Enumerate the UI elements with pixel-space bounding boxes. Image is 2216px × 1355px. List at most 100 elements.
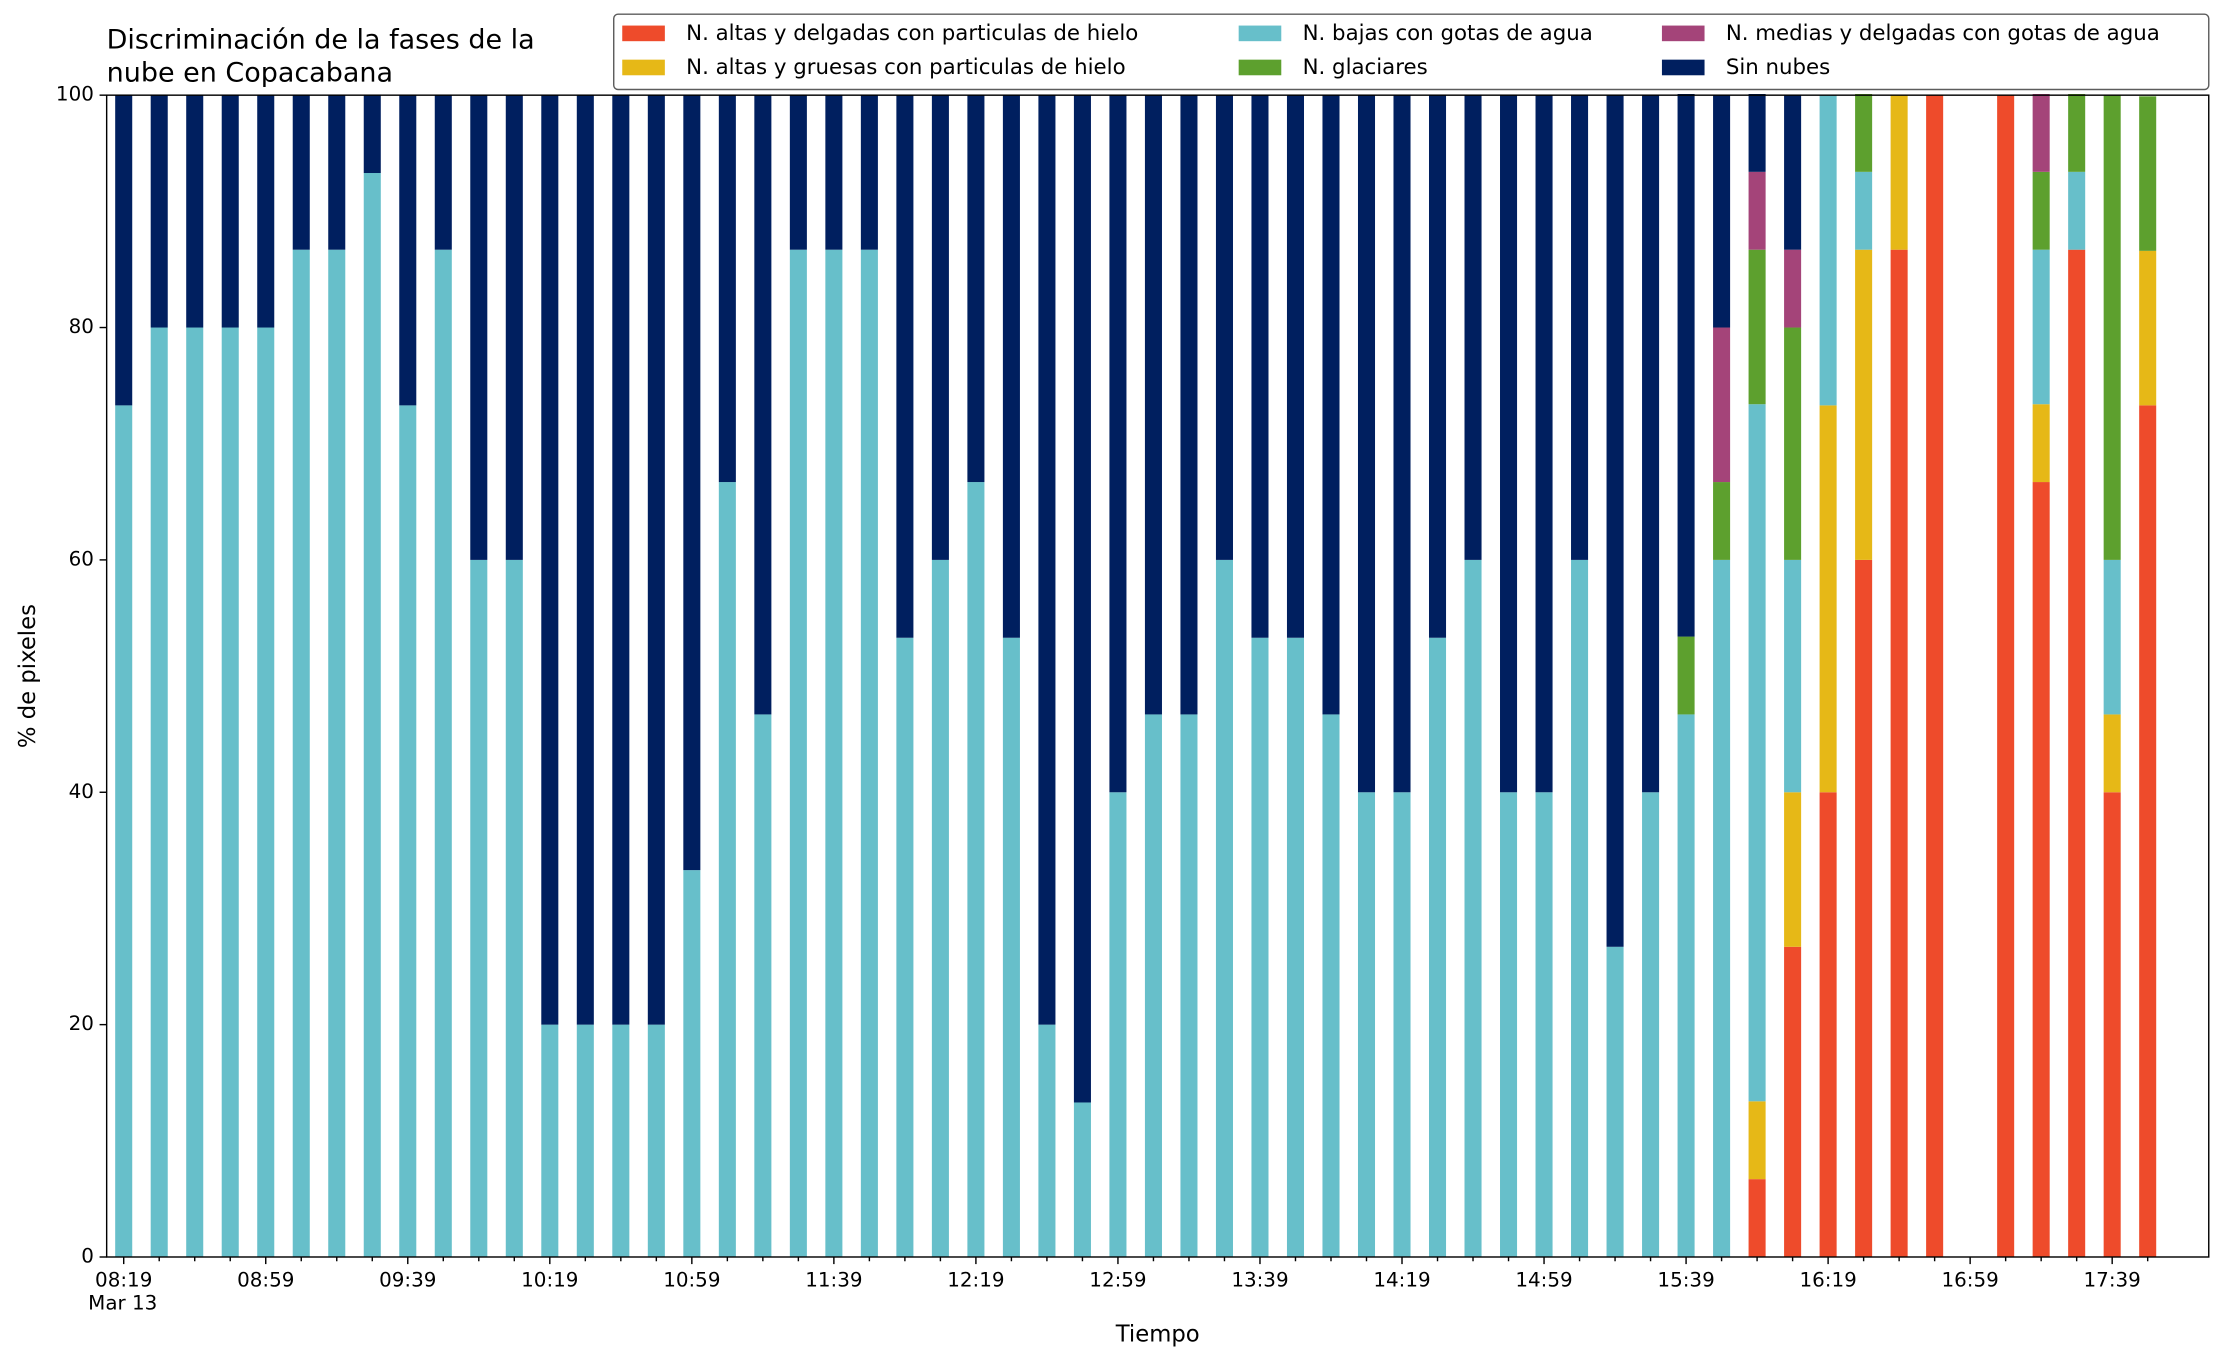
bar-segment [1819, 405, 1837, 793]
bar-segment [1748, 249, 1766, 405]
bar-segment [1642, 792, 1660, 1257]
bar-segment [967, 482, 985, 1257]
bar-segment [647, 1024, 665, 1257]
x-axis-label: Tiempo [1115, 1322, 1200, 1348]
bar-segment [541, 1024, 559, 1257]
bar-segment [1180, 714, 1198, 1257]
bar-segment [1748, 1179, 1766, 1257]
bar-segment [399, 405, 417, 1257]
bar-segment [1500, 95, 1518, 793]
bar-segment [1571, 95, 1589, 560]
bar-segment [1251, 95, 1269, 638]
bar-segment [576, 1024, 594, 1257]
bar-segment [1464, 95, 1482, 560]
x-tick-label: 17:39 [2084, 1269, 2141, 1292]
bar-segment [1357, 792, 1376, 1257]
bar-segment [789, 249, 807, 1257]
bar-segment [292, 95, 310, 250]
bar-segment [1784, 249, 1802, 328]
bar-segment [860, 249, 878, 1257]
bar-segment [1109, 95, 1127, 793]
x-tick-label: 11:39 [805, 1269, 862, 1292]
bar-segment [2032, 404, 2050, 483]
bar-segment [860, 95, 878, 250]
bar-segment [1748, 1101, 1766, 1180]
legend-swatch [622, 59, 665, 76]
bar-segment [505, 95, 523, 560]
bar-segment [576, 95, 594, 1025]
bar-segment [2032, 171, 2050, 250]
bar-segment [1535, 95, 1553, 793]
bar-segment [1038, 1024, 1056, 1257]
bar-segment [612, 95, 630, 1025]
bar-segment [647, 95, 665, 1025]
bar-segment [1748, 171, 1766, 250]
x-tick-label: 13:39 [1231, 1269, 1288, 1292]
legend-label: Sin nubes [1726, 55, 1830, 80]
bar-segment [1251, 637, 1269, 1257]
x-tick-label: 16:19 [1799, 1269, 1856, 1292]
bar-segment [1997, 95, 2015, 1257]
bar-segment [1855, 249, 1873, 560]
legend-label: N. glaciares [1303, 55, 1428, 80]
bar-segment [1784, 327, 1802, 560]
bar-segment [434, 249, 452, 1257]
bar-segment [1748, 94, 1766, 172]
bar-segment [1677, 714, 1695, 1257]
bar-segment [1357, 95, 1376, 793]
bar-segment [115, 405, 133, 1257]
bar-segment [2103, 792, 2121, 1257]
bar-segment [1215, 559, 1233, 1257]
legend-label: N. medias y delgadas con gotas de agua [1726, 21, 2160, 46]
legend-swatch [1238, 59, 1282, 76]
legend-label: N. altas y delgadas con particulas de hi… [686, 21, 1138, 46]
bar-segment [896, 637, 914, 1257]
bar-segment [150, 327, 168, 1257]
bar-segment [1890, 249, 1908, 1257]
bar-segment [825, 249, 843, 1257]
bar-segment [2032, 482, 2050, 1257]
x-tick-label: 12:59 [1089, 1269, 1146, 1292]
bar-segment [1606, 95, 1624, 947]
bar-segment [612, 1024, 630, 1257]
bar-segment [115, 95, 133, 406]
legend-swatch [1661, 25, 1705, 42]
bar-segment [434, 95, 452, 250]
bar-segment [1713, 482, 1731, 560]
bar-segment [1535, 792, 1553, 1257]
bar-segment [470, 95, 488, 560]
bar-segment [754, 95, 772, 715]
bar-segment [1855, 559, 1873, 1257]
bar-segment [2032, 249, 2050, 405]
y-tick-label: 80 [69, 315, 94, 338]
x-tick-label: 08:59 [237, 1269, 294, 1292]
bar-segment [1926, 95, 1944, 1257]
bar-segment [1002, 95, 1020, 638]
date-label: Mar 13 [88, 1291, 157, 1314]
bar-segment [186, 327, 204, 1257]
bar-segment [931, 95, 949, 560]
bar-segment [470, 559, 488, 1257]
legend-swatch [622, 25, 665, 42]
bar-segment [328, 249, 346, 1257]
y-tick-label: 40 [69, 780, 94, 803]
legend-label: N. altas y gruesas con particulas de hie… [686, 55, 1125, 80]
bar-segment [1180, 95, 1198, 715]
bar-segment [1713, 327, 1731, 483]
bar-segment [1073, 1102, 1091, 1257]
bar-segment [1215, 95, 1233, 560]
bar-segment [221, 95, 239, 328]
bar-segment [363, 173, 381, 1257]
bar-segment [1464, 559, 1482, 1257]
x-tick-label: 09:39 [379, 1269, 436, 1292]
bar-segment [2068, 249, 2086, 1257]
bar-segment [2103, 559, 2121, 715]
bar-segment [1500, 792, 1518, 1257]
bar-segment [328, 95, 346, 250]
bar-segment [754, 714, 772, 1257]
bar-segment [2139, 96, 2157, 251]
x-tick-label: 16:59 [1942, 1269, 1999, 1292]
legend-swatch [1661, 59, 1705, 76]
